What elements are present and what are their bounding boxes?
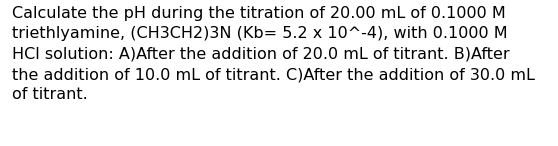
Text: Calculate the pH during the titration of 20.00 mL of 0.1000 M
triethlyamine, (CH: Calculate the pH during the titration of…: [12, 6, 535, 102]
